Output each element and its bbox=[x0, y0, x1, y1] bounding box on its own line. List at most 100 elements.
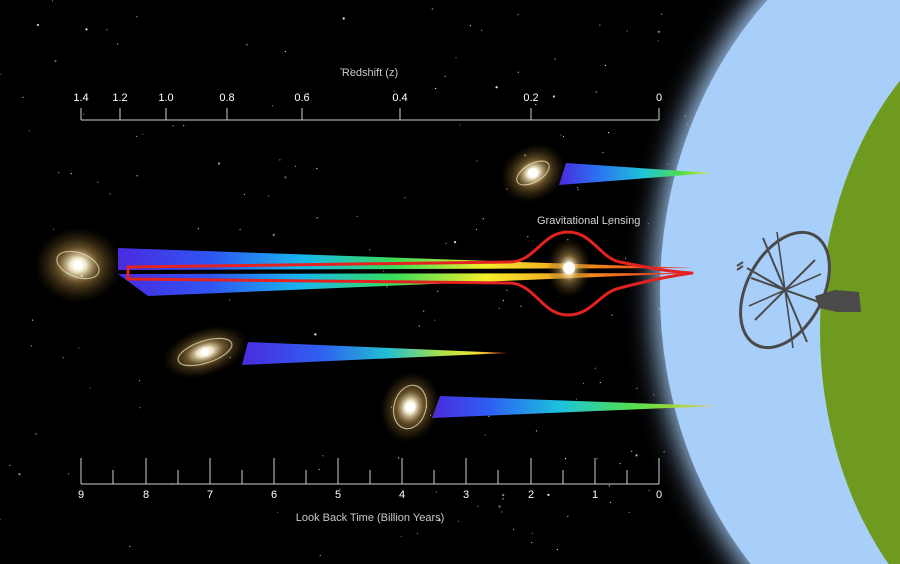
background-star bbox=[136, 135, 138, 138]
galaxy-arm bbox=[56, 250, 100, 280]
background-star bbox=[22, 96, 24, 98]
background-star bbox=[316, 168, 318, 170]
background-star bbox=[435, 87, 437, 90]
background-star bbox=[418, 325, 420, 327]
background-star bbox=[459, 124, 461, 126]
background-star bbox=[0, 518, 1, 520]
background-star bbox=[624, 257, 627, 259]
background-star bbox=[594, 367, 597, 369]
background-star bbox=[513, 528, 515, 530]
background-star bbox=[138, 380, 141, 382]
background-star bbox=[397, 457, 400, 459]
background-star bbox=[142, 133, 144, 135]
background-star bbox=[136, 175, 138, 177]
background-star bbox=[35, 433, 37, 435]
background-star bbox=[31, 319, 34, 321]
background-star bbox=[284, 50, 286, 53]
background-star bbox=[498, 505, 501, 508]
galaxy-arm bbox=[177, 337, 233, 367]
background-star bbox=[482, 218, 484, 220]
background-star bbox=[547, 493, 550, 496]
background-star bbox=[565, 458, 567, 460]
background-star bbox=[454, 241, 457, 244]
background-star bbox=[556, 548, 558, 551]
background-star bbox=[602, 152, 604, 154]
background-star bbox=[445, 242, 447, 244]
background-star bbox=[476, 160, 478, 162]
background-star bbox=[228, 299, 231, 301]
background-star bbox=[68, 473, 70, 475]
background-star bbox=[314, 333, 317, 336]
background-star bbox=[502, 299, 504, 302]
telescope-feed bbox=[736, 265, 744, 271]
background-star bbox=[369, 249, 371, 251]
background-star bbox=[70, 173, 72, 175]
background-star bbox=[469, 25, 471, 27]
background-star bbox=[599, 381, 601, 384]
background-star bbox=[527, 236, 529, 238]
background-star bbox=[243, 193, 245, 195]
telescope-feed bbox=[736, 261, 744, 267]
background-star bbox=[457, 520, 460, 522]
background-star bbox=[318, 468, 320, 471]
background-star bbox=[657, 40, 659, 42]
redshift-tick-label: 0 bbox=[655, 92, 663, 104]
spiral-galaxy-icon bbox=[379, 371, 441, 443]
galaxy-arm bbox=[516, 160, 550, 186]
background-star bbox=[9, 464, 11, 466]
time-axis bbox=[80, 458, 660, 485]
galaxy-arm bbox=[392, 384, 428, 430]
gravitational-lens-outline bbox=[126, 230, 694, 317]
redshift-tick-label: 0.6 bbox=[294, 92, 310, 104]
background-star bbox=[535, 430, 538, 432]
background-star bbox=[647, 223, 649, 225]
background-star bbox=[531, 542, 533, 544]
background-star bbox=[608, 224, 610, 226]
redshift-tick-label: 1.0 bbox=[158, 92, 174, 104]
background-star bbox=[435, 491, 437, 493]
background-star bbox=[520, 305, 522, 307]
time-tick-label: 5 bbox=[334, 489, 342, 501]
background-star bbox=[272, 105, 274, 107]
background-star bbox=[239, 228, 241, 231]
background-star bbox=[183, 125, 185, 127]
redshift-tick-label: 1.2 bbox=[112, 92, 128, 104]
background-star bbox=[431, 8, 433, 10]
background-star bbox=[136, 16, 138, 18]
time-axis-title: Look Back Time (Billion Years) bbox=[295, 512, 445, 524]
background-star bbox=[577, 189, 579, 191]
background-star bbox=[36, 23, 40, 27]
redshift-tick-label: 0.4 bbox=[392, 92, 408, 104]
background-star bbox=[609, 501, 612, 503]
background-star bbox=[535, 104, 537, 106]
galaxy-core bbox=[73, 260, 83, 270]
background-star bbox=[567, 515, 569, 517]
background-star bbox=[648, 489, 650, 492]
background-star bbox=[78, 347, 80, 349]
time-tick-label: 3 bbox=[462, 489, 470, 501]
background-star bbox=[434, 319, 436, 321]
time-tick-label: 8 bbox=[142, 489, 150, 501]
background-star bbox=[626, 30, 628, 32]
background-star bbox=[563, 135, 565, 138]
time-tick-label: 2 bbox=[527, 489, 535, 501]
background-star bbox=[272, 233, 275, 236]
background-star bbox=[484, 434, 486, 436]
background-star bbox=[488, 415, 490, 417]
background-star bbox=[279, 159, 281, 161]
time-tick-label: 1 bbox=[591, 489, 599, 501]
redshift-axis-title: Redshift (z) bbox=[341, 67, 399, 79]
background-star bbox=[217, 162, 221, 165]
time-tick-label: 7 bbox=[206, 489, 214, 501]
earth-surface bbox=[820, 80, 900, 564]
background-star bbox=[0, 73, 2, 75]
background-star bbox=[596, 458, 598, 460]
background-star bbox=[322, 455, 324, 457]
background-star bbox=[197, 228, 199, 230]
redshift-tick-label: 1.4 bbox=[73, 92, 89, 104]
background-star bbox=[666, 163, 669, 165]
background-star bbox=[423, 310, 425, 312]
background-star bbox=[635, 454, 638, 457]
background-star bbox=[653, 394, 655, 396]
background-star bbox=[18, 473, 21, 476]
